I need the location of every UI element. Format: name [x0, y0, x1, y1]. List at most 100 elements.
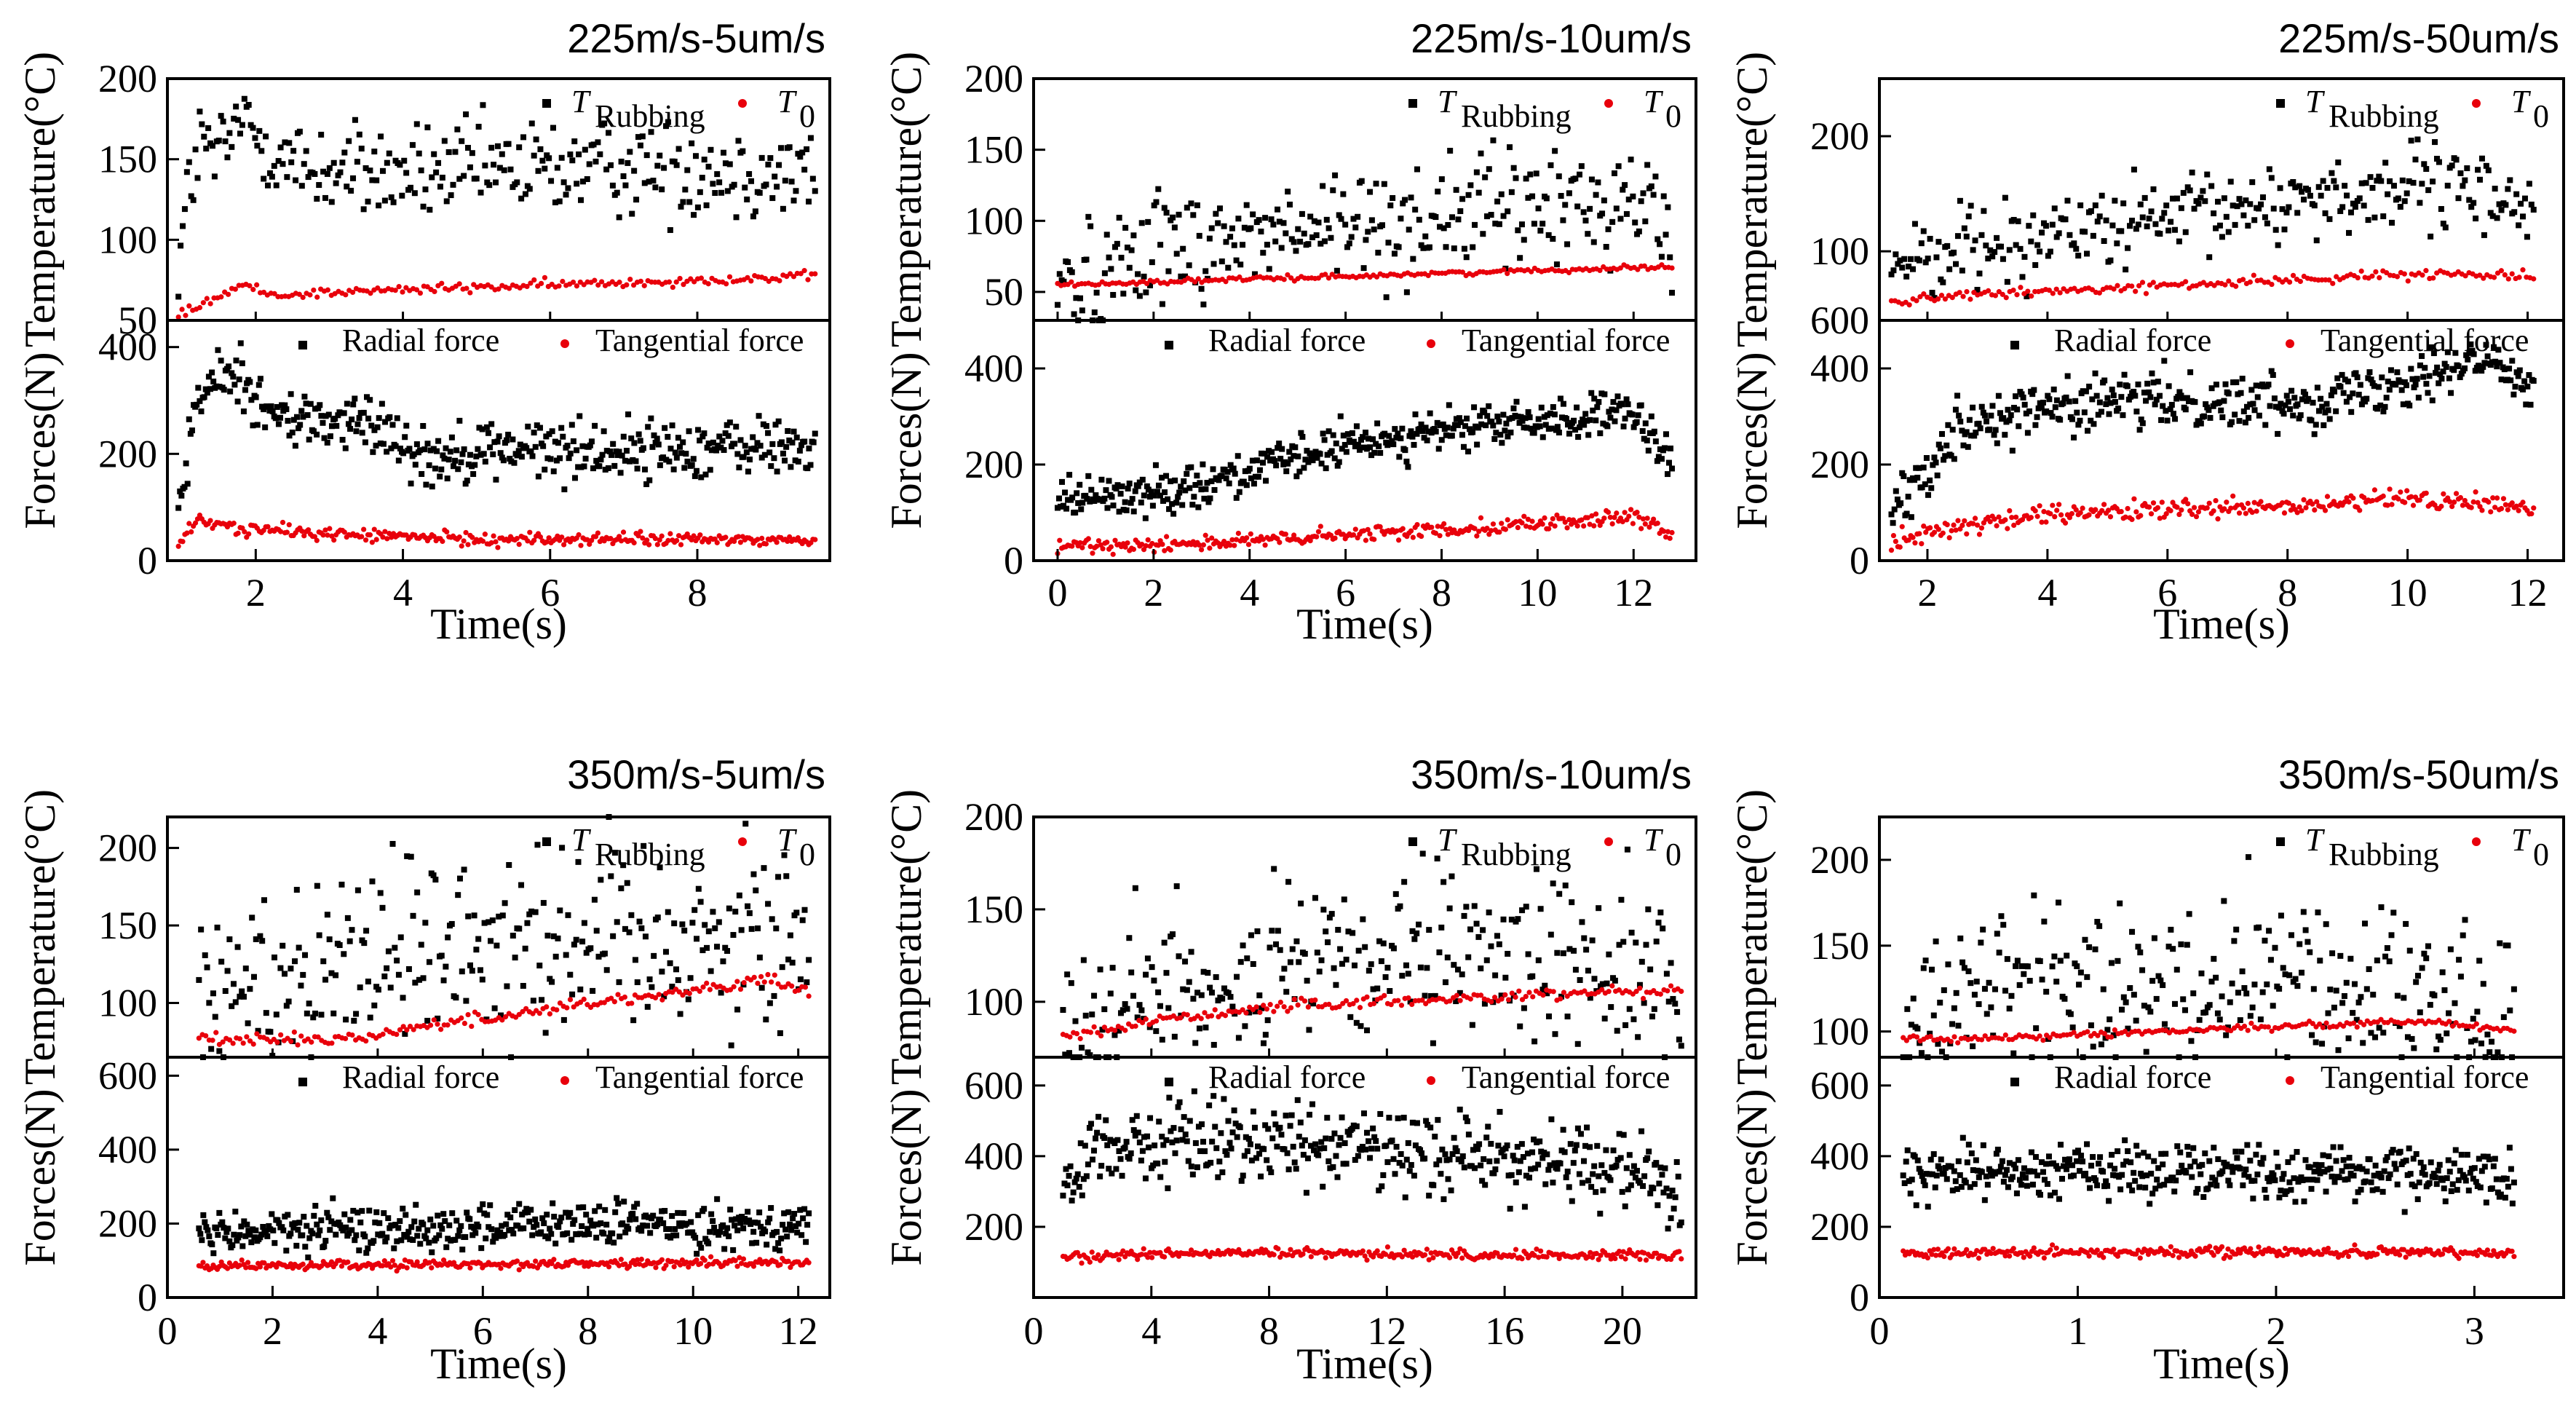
tangential-force-point [2342, 499, 2347, 505]
t-rubbing-point [654, 162, 661, 169]
radial-force-point [666, 1225, 673, 1232]
tangential-force-point [379, 1263, 386, 1268]
radial-force-point [2197, 420, 2204, 427]
radial-force-point [2469, 347, 2476, 354]
radial-force-point [745, 468, 751, 475]
t-rubbing-point [550, 933, 557, 939]
radial-force-point [419, 470, 425, 477]
t0-point [812, 271, 818, 277]
radial-force-point [2037, 400, 2043, 406]
x-tick-label: 12 [2508, 571, 2548, 615]
t-rubbing-point [2099, 192, 2105, 199]
radial-force-point [2465, 356, 2471, 363]
t-rubbing-point [675, 146, 682, 152]
t0-point [542, 274, 548, 280]
t-rubbing-point-series [196, 814, 812, 1060]
radial-force-point [2524, 383, 2531, 390]
t-rubbing-point [397, 934, 404, 941]
radial-force-point [1547, 410, 1553, 416]
t-rubbing-point [1669, 290, 1676, 296]
radial-force-point [1185, 465, 1192, 471]
radial-force-point [2158, 416, 2165, 423]
radial-force-point [479, 426, 486, 433]
t-rubbing-point [524, 920, 531, 926]
t0-point [2000, 291, 2005, 297]
radial-force-point [2323, 400, 2330, 407]
t0-point [417, 290, 424, 296]
t-rubbing-point [1101, 270, 1108, 277]
radial-force-point [381, 1210, 387, 1217]
tangential-force-point [1229, 537, 1235, 542]
t-rubbing-point [1944, 242, 1951, 249]
radial-force-point [1130, 508, 1137, 515]
radial-force-point [1465, 449, 1472, 455]
t-rubbing-point [2176, 238, 2182, 245]
y-tick-label: 200 [1810, 443, 1869, 486]
t-rubbing-point [1648, 183, 1654, 189]
radial-force-point [1516, 419, 1523, 426]
radial-force-point [2273, 403, 2280, 410]
radial-force-point [2092, 370, 2099, 376]
t0-point [237, 1036, 243, 1042]
tangential-force-point [1429, 524, 1435, 530]
radial-force-point [299, 1232, 306, 1239]
t-rubbing-point [1336, 212, 1342, 218]
t-rubbing-point [1582, 217, 1589, 224]
forces-axis-label: Forces(N) [1728, 352, 1776, 529]
radial-force-point [379, 400, 385, 407]
radial-force-point [201, 394, 207, 400]
tangential-force-point [678, 542, 684, 548]
radial-force-point [2398, 387, 2405, 393]
tangential-force-point [812, 537, 818, 542]
tangential-force-point [505, 538, 512, 544]
radial-force-point [1941, 457, 1947, 463]
tangential-force-point [427, 1260, 432, 1265]
t-rubbing-point [661, 165, 667, 171]
tangential-force-point [477, 1260, 483, 1266]
radial-force-point [563, 1209, 569, 1216]
radial-force-point [317, 402, 323, 408]
t-rubbing-point [277, 144, 284, 151]
t-rubbing-point [1128, 247, 1135, 253]
radial-force-point [298, 408, 305, 414]
t-rubbing-point [1515, 227, 1521, 234]
t-rubbing-point [456, 875, 463, 882]
radial-force-point [2508, 377, 2514, 384]
radial-force-point [2253, 382, 2259, 389]
radial-force-point [266, 1223, 272, 1229]
t-rubbing-point [699, 175, 705, 181]
t-rubbing-point [2356, 195, 2363, 202]
radial-force-point [462, 1233, 469, 1240]
radial-force-point [440, 452, 446, 459]
t-rubbing-point [426, 959, 432, 965]
t0-point [432, 288, 437, 295]
radial-force-point [209, 1241, 215, 1248]
t-rubbing-point [635, 134, 641, 141]
t-rubbing-point [286, 140, 293, 146]
radial-force-point [2095, 411, 2101, 418]
radial-force-point [382, 419, 389, 425]
t-rubbing-point [1390, 194, 1396, 201]
radial-force-point [502, 1232, 508, 1239]
tangential-force-point [189, 529, 194, 535]
x-tick-label: 4 [2037, 571, 2057, 615]
radial-force-point [1078, 506, 1085, 513]
radial-force-point [734, 1227, 741, 1233]
y-tick-label: 400 [964, 347, 1023, 390]
t-rubbing-point [229, 1003, 235, 1009]
t-rubbing-point [405, 965, 412, 972]
radial-force-point [413, 1201, 419, 1208]
radial-force-point [1314, 454, 1320, 461]
radial-force-point [2288, 387, 2295, 394]
t-rubbing-point [614, 919, 620, 925]
tangential-force-point [362, 537, 369, 543]
t-rubbing-point [239, 988, 245, 995]
radial-force-point [2225, 390, 2232, 397]
tangential-force-point [2314, 499, 2320, 505]
radial-force-point [255, 382, 262, 388]
tangential-force-point [2294, 510, 2300, 516]
t-rubbing-point [491, 162, 497, 168]
t-rubbing-point [489, 917, 496, 924]
